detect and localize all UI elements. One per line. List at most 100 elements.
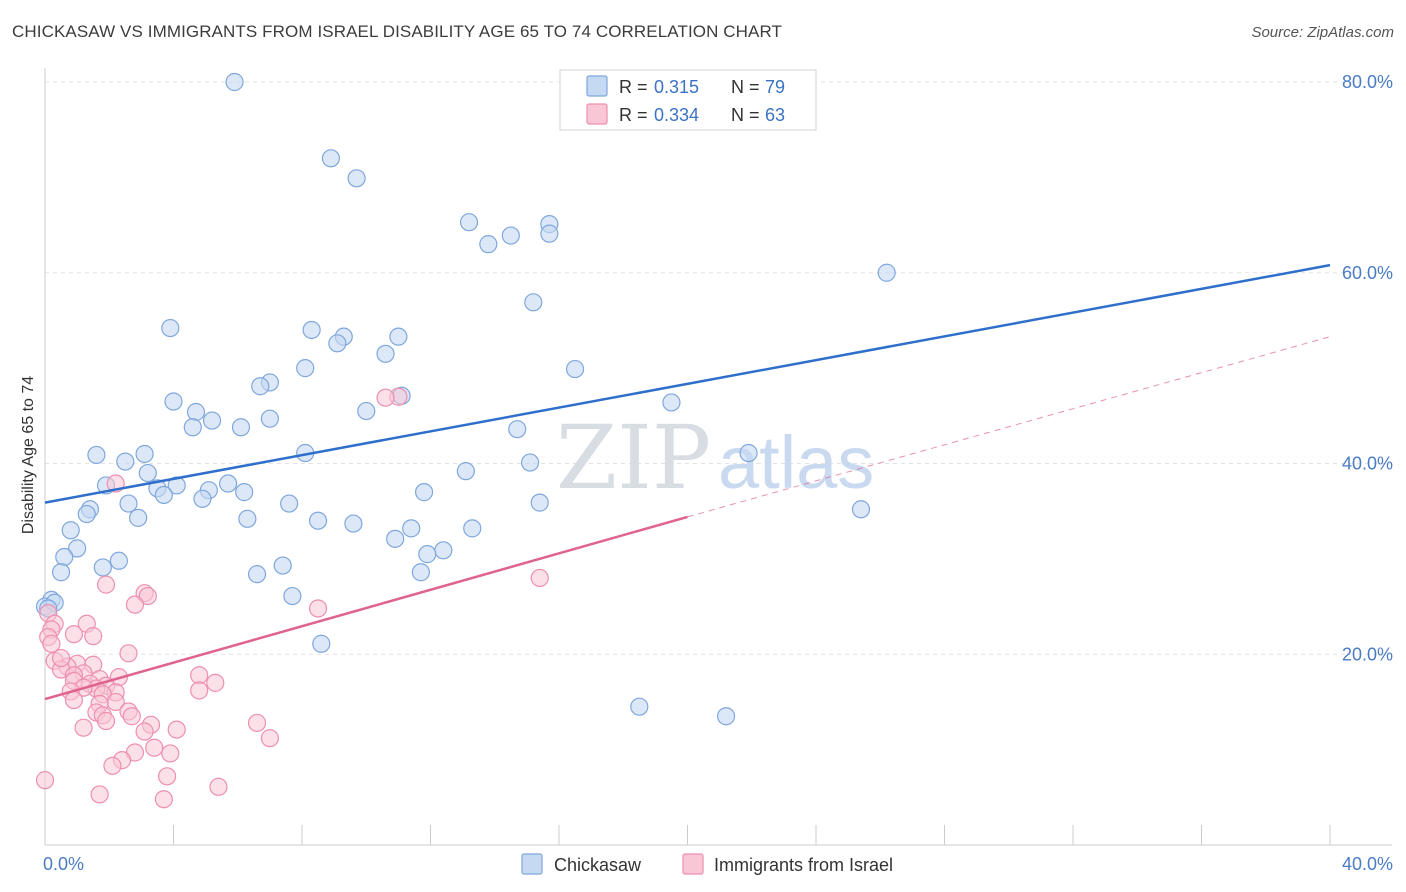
chickasaw-point xyxy=(877,263,896,282)
chickasaw-point xyxy=(308,511,328,530)
chickasaw-point xyxy=(347,169,366,188)
bottom-legend-label-chickasaw: Chickasaw xyxy=(554,855,642,875)
israel-point xyxy=(51,648,71,668)
israel-trend-extension xyxy=(687,336,1331,518)
legend-swatch-chickasaw xyxy=(586,75,608,97)
israel-point xyxy=(96,711,116,731)
legend-r-value-chickasaw: 0.315 xyxy=(654,77,699,97)
chickasaw-point xyxy=(235,483,254,502)
israel-point xyxy=(64,690,84,710)
chickasaw-point xyxy=(251,377,270,396)
series-legend: Chickasaw Immigrants from Israel xyxy=(521,853,893,875)
chickasaw-point xyxy=(273,556,292,575)
chickasaw-point xyxy=(851,500,871,519)
chickasaw-point xyxy=(540,224,559,243)
israel-point xyxy=(119,644,138,663)
chickasaw-point xyxy=(520,453,540,472)
chickasaw-point xyxy=(662,393,681,412)
chickasaw-point xyxy=(231,418,251,437)
chickasaw-point xyxy=(414,483,434,502)
watermark-zip: ZIP xyxy=(556,406,711,509)
chickasaw-point xyxy=(167,476,186,495)
chickasaw-point xyxy=(68,539,87,558)
correlation-legend: R = 0.315 N = 79 R = 0.334 N = 63 xyxy=(559,69,817,131)
bottom-legend-swatch-chickasaw xyxy=(521,853,543,875)
chickasaw-point xyxy=(87,445,106,465)
chickasaw-point xyxy=(161,318,180,338)
israel-point xyxy=(122,707,141,726)
y-axis-label: Disability Age 65 to 74 xyxy=(20,376,37,534)
trend-lines xyxy=(44,263,1331,701)
chart-source: Source: ZipAtlas.com xyxy=(1251,24,1394,41)
chickasaw-point xyxy=(434,541,453,560)
chickasaw-point xyxy=(280,494,299,513)
chickasaw-point xyxy=(296,359,315,378)
chickasaw-point xyxy=(154,485,173,505)
series-chickasaw-points xyxy=(35,72,896,726)
israel-point xyxy=(530,568,549,588)
israel-point xyxy=(74,718,93,737)
y-tick-label: 20.0% xyxy=(1342,644,1393,664)
watermark: ZIP atlas xyxy=(556,406,874,509)
chart-title: CHICKASAW VS IMMIGRANTS FROM ISRAEL DISA… xyxy=(12,22,783,41)
y-tick-label: 40.0% xyxy=(1342,454,1393,474)
chickasaw-point xyxy=(202,411,222,430)
israel-point xyxy=(154,790,173,809)
x-tick-label: 0.0% xyxy=(43,854,84,874)
israel-point xyxy=(376,388,395,407)
chickasaw-point xyxy=(418,545,437,564)
chickasaw-point xyxy=(389,327,408,346)
chickasaw-point xyxy=(456,462,475,481)
israel-point xyxy=(90,785,109,804)
chickasaw-trend-line xyxy=(44,263,1331,504)
chickasaw-point xyxy=(135,444,154,464)
israel-point xyxy=(145,738,164,757)
chickasaw-point xyxy=(225,72,244,92)
chickasaw-point xyxy=(219,474,238,493)
chickasaw-point xyxy=(183,418,202,437)
x-tick-label: 40.0% xyxy=(1342,854,1393,874)
bottom-legend-swatch-israel xyxy=(682,853,704,875)
israel-point xyxy=(96,575,116,594)
israel-point xyxy=(167,720,186,739)
chickasaw-point xyxy=(344,514,363,533)
israel-point xyxy=(247,713,267,733)
chickasaw-point xyxy=(283,586,302,606)
israel-point xyxy=(35,771,55,790)
tick-labels: 20.0% 40.0% 60.0% 80.0% 0.0% 40.0% xyxy=(43,72,1393,874)
israel-point xyxy=(161,744,180,763)
chickasaw-point xyxy=(524,293,543,312)
chickasaw-point xyxy=(411,563,430,582)
chickasaw-point xyxy=(138,463,157,483)
chickasaw-point xyxy=(739,443,758,463)
legend-n-label-israel: N = xyxy=(731,105,760,125)
bottom-legend-label-israel: Immigrants from Israel xyxy=(714,855,893,875)
chickasaw-point xyxy=(716,707,736,726)
chickasaw-point xyxy=(55,547,74,567)
israel-point xyxy=(260,729,279,748)
chickasaw-point xyxy=(321,149,341,168)
series-israel-points xyxy=(35,387,549,809)
chickasaw-point xyxy=(463,519,482,538)
y-tick-label: 60.0% xyxy=(1342,263,1393,283)
chickasaw-point xyxy=(186,402,206,422)
israel-point xyxy=(103,756,122,775)
chickasaw-point xyxy=(260,409,279,428)
legend-n-value-israel: 63 xyxy=(765,105,785,125)
chickasaw-point xyxy=(630,697,649,716)
israel-point xyxy=(190,681,209,700)
chickasaw-point xyxy=(479,235,498,254)
israel-point xyxy=(206,673,225,692)
chickasaw-point xyxy=(386,529,405,548)
legend-r-value-israel: 0.334 xyxy=(654,105,699,125)
israel-point xyxy=(42,634,61,653)
chickasaw-point xyxy=(459,213,479,232)
chickasaw-point xyxy=(129,508,148,527)
legend-swatch-israel xyxy=(586,103,608,125)
israel-point xyxy=(138,586,157,606)
legend-n-label-chickasaw: N = xyxy=(731,77,760,97)
israel-point xyxy=(125,595,145,614)
legend-n-value-chickasaw: 79 xyxy=(765,77,785,97)
y-tick-label: 80.0% xyxy=(1342,72,1393,92)
chickasaw-point xyxy=(51,563,71,582)
